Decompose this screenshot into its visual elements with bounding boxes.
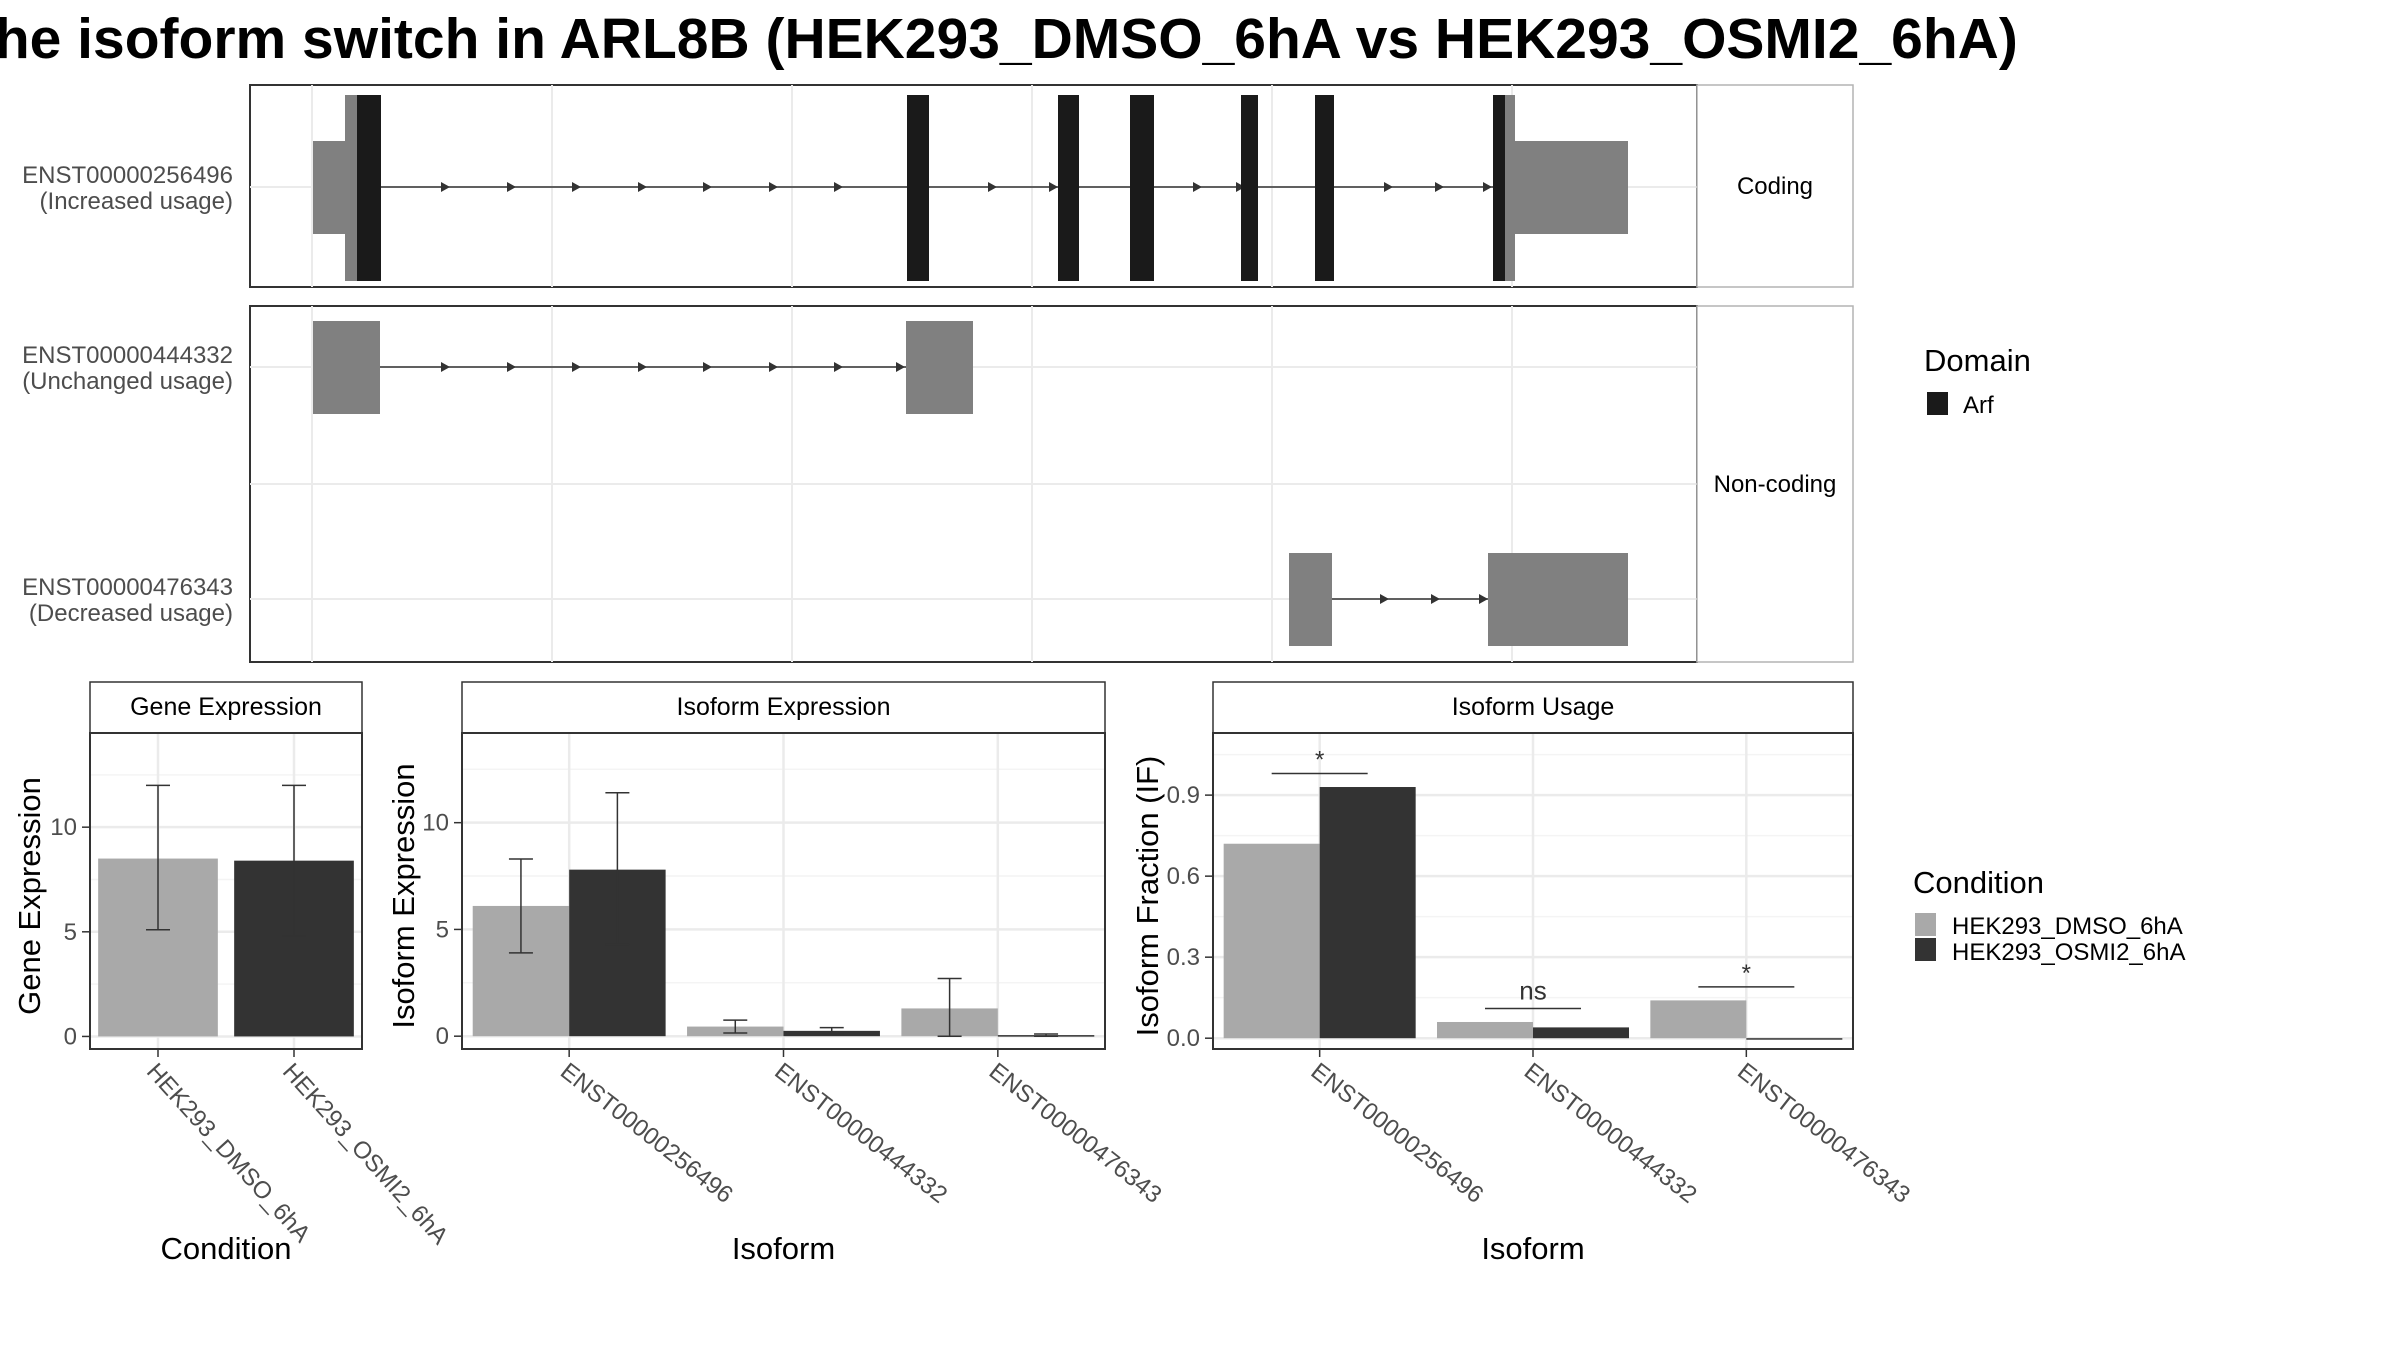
y-tick-label: 0 xyxy=(64,1023,77,1050)
y-tick-label: 5 xyxy=(436,916,449,943)
isoform-id-label: ENST00000476343 xyxy=(22,574,233,601)
y-tick-label: 0.6 xyxy=(1167,863,1200,890)
y-tick-label: 10 xyxy=(50,814,77,841)
panel-strip xyxy=(1212,681,1854,734)
significance-label: * xyxy=(1315,747,1324,774)
arf-domain-exon xyxy=(357,95,381,281)
utr-exon xyxy=(1505,95,1515,281)
utr-exon xyxy=(313,141,346,234)
isoform-id-label: ENST00000444332 xyxy=(22,342,233,369)
domain-legend-swatch xyxy=(1927,392,1948,415)
legend-swatch-osmi2 xyxy=(1915,938,1936,961)
coding-strip xyxy=(1696,84,1854,288)
legend-label-osmi2: HEK293_OSMI2_6hA xyxy=(1952,939,2185,966)
arf-domain-exon xyxy=(1058,95,1079,281)
arf-domain-exon xyxy=(1130,95,1154,281)
utr-exon xyxy=(313,321,380,414)
isoform-usage-label: (Decreased usage) xyxy=(29,600,233,627)
domain-legend-title: Domain xyxy=(1924,343,2031,378)
noncoding-strip xyxy=(1696,305,1854,663)
isoform-track-256496 xyxy=(313,95,1628,281)
x-tick-label: ENST00000444332 xyxy=(1519,1058,1702,1209)
y-axis-title: Isoform Fraction (IF) xyxy=(1130,756,1165,1037)
strip-label-coding: Coding xyxy=(1737,173,1813,200)
legend-swatch-dmso xyxy=(1915,913,1936,936)
y-axis-title: Gene Expression xyxy=(12,777,47,1015)
utr-exon xyxy=(1488,553,1628,646)
panel-frame xyxy=(89,732,363,1050)
x-tick-label: ENST00000444332 xyxy=(769,1058,952,1209)
domain-legend: Domain Arf xyxy=(1924,343,2031,419)
isoform-track-476343 xyxy=(1289,553,1628,646)
significance-label: ns xyxy=(1519,975,1546,1005)
utr-exon xyxy=(1289,553,1332,646)
condition-legend: Condition HEK293_DMSO_6hA HEK293_OSMI2_6… xyxy=(1913,865,2185,966)
figure-title: The isoform switch in ARL8B (HEK293_DMSO… xyxy=(0,7,2018,71)
structure-panel: Coding ENST00000256 xyxy=(22,84,1854,663)
y-tick-label: 0.3 xyxy=(1167,944,1200,971)
isoform-usage-panel: Isoform Usage * ns * 0.0 0.3 0.6 0.9 ENST0000025… xyxy=(1130,681,1915,1266)
condition-legend-title: Condition xyxy=(1913,865,2044,900)
bar xyxy=(1437,1021,1533,1039)
bar xyxy=(1746,1038,1843,1040)
domain-legend-label: Arf xyxy=(1963,392,1994,419)
arf-domain-exon xyxy=(1493,95,1505,281)
legend-label-dmso: HEK293_DMSO_6hA xyxy=(1952,913,2183,940)
arf-domain-exon xyxy=(1315,95,1334,281)
arf-domain-exon xyxy=(907,95,929,281)
utr-exon xyxy=(1515,141,1628,234)
y-axis-title: Isoform Expression xyxy=(386,763,421,1028)
isoform-track-444332 xyxy=(313,321,973,414)
bar xyxy=(1533,1027,1629,1039)
panel-title: Gene Expression xyxy=(130,693,322,721)
y-tick-label: 0.9 xyxy=(1167,782,1200,809)
bar xyxy=(1223,843,1320,1039)
isoform-usage-label: (Unchanged usage) xyxy=(22,368,233,395)
x-tick-label: ENST00000256496 xyxy=(1306,1058,1489,1209)
isoform-id-label: ENST00000256496 xyxy=(22,162,233,189)
utr-exon xyxy=(345,95,357,281)
panel-strip xyxy=(461,681,1106,734)
bar xyxy=(1650,1000,1747,1039)
x-tick-label: ENST00000476343 xyxy=(1732,1058,1915,1209)
x-axis-title: Condition xyxy=(161,1231,292,1266)
y-tick-label: 0 xyxy=(436,1023,449,1050)
x-tick-label: ENST00000476343 xyxy=(984,1058,1167,1209)
x-axis-title: Isoform xyxy=(1481,1231,1584,1266)
y-tick-label: 5 xyxy=(64,919,77,946)
y-tick-label: 10 xyxy=(422,810,449,837)
isoform-usage-label: (Increased usage) xyxy=(40,188,233,215)
panel-title: Isoform Expression xyxy=(677,693,891,721)
x-tick-label: ENST00000256496 xyxy=(555,1058,738,1209)
arf-domain-exon xyxy=(1241,95,1258,281)
bar xyxy=(1319,787,1416,1039)
y-tick-label: 0.0 xyxy=(1167,1025,1200,1052)
strip-label-noncoding: Non-coding xyxy=(1714,471,1837,498)
x-axis-title: Isoform xyxy=(732,1231,835,1266)
panel-title: Isoform Usage xyxy=(1452,693,1615,721)
utr-exon xyxy=(906,321,973,414)
significance-label: * xyxy=(1742,960,1751,987)
